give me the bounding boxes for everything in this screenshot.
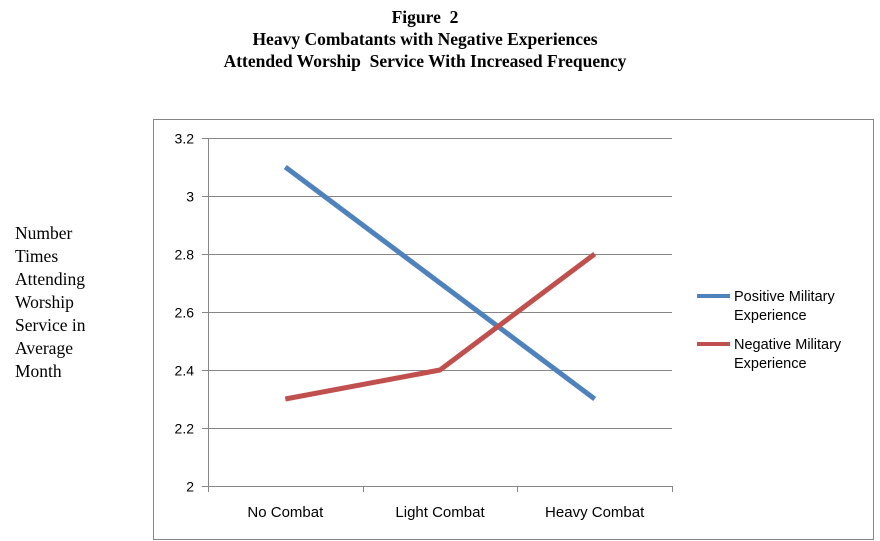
series-line-positive	[283, 164, 597, 402]
y-tick-labels: 2 2.2 2.4 2.6 2.8 3 3.2	[175, 131, 195, 495]
legend-label: Experience	[734, 356, 807, 372]
x-tick-label: No Combat	[247, 504, 324, 521]
y-tick-label: 3.2	[175, 131, 195, 147]
x-tick-label: Light Combat	[395, 504, 485, 521]
y-axis-label-line: Service in	[15, 315, 86, 335]
y-axis-label-line: Number	[15, 223, 73, 243]
legend: Positive Military Experience Negative Mili…	[697, 289, 842, 372]
figure-number: Figure 2	[391, 7, 459, 27]
legend-label: Negative Military	[734, 337, 842, 353]
figure-title-line-1: Heavy Combatants with Negative Experienc…	[252, 29, 598, 49]
legend-label: Positive Military	[734, 289, 835, 305]
y-axis-label-line: Worship	[15, 292, 74, 312]
y-axis-label-line: Times	[15, 246, 59, 266]
y-axis-label-line: Month	[15, 361, 62, 381]
y-tick-label: 2	[186, 479, 194, 495]
y-axis-label-line: Average	[15, 338, 73, 358]
y-axis-label-line: Attending	[15, 269, 85, 289]
y-tick-label: 3	[186, 189, 194, 205]
y-tick-label: 2.8	[175, 247, 195, 263]
y-axis-label: Number Times Attending Worship Service i…	[15, 222, 125, 383]
y-tick-label: 2.2	[175, 421, 195, 437]
series-lines	[283, 164, 597, 402]
x-tick-label: Heavy Combat	[545, 504, 645, 521]
series-line-negative	[284, 251, 597, 402]
x-tick-labels: No Combat Light Combat Heavy Combat	[247, 504, 645, 521]
legend-label: Experience	[734, 308, 807, 324]
y-tick-label: 2.6	[175, 305, 195, 321]
figure-title-line-2: Attended Worship Service With Increased …	[223, 51, 627, 71]
y-tick-label: 2.4	[175, 363, 195, 379]
axes	[202, 138, 673, 492]
figure-title: Figure 2 Heavy Combatants with Negative …	[0, 6, 850, 72]
chart-area-border	[153, 119, 874, 540]
